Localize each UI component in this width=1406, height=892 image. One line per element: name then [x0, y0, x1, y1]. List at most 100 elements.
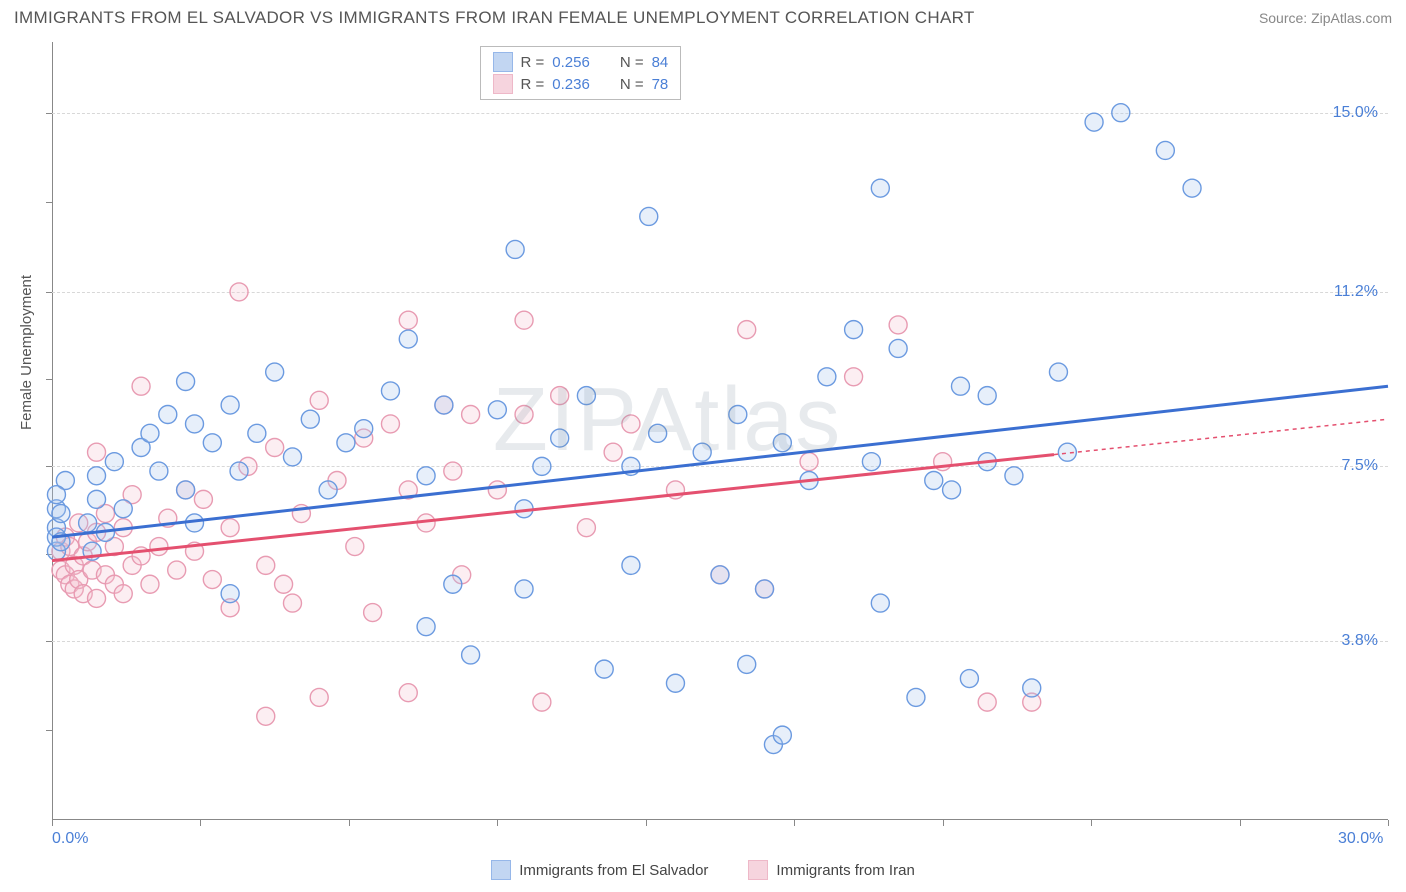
- data-point: [666, 674, 684, 692]
- data-point: [622, 415, 640, 433]
- legend-r-value: 0.236: [552, 76, 590, 93]
- data-point: [1005, 467, 1023, 485]
- data-point: [773, 726, 791, 744]
- x-tick-mark: [1240, 820, 1241, 826]
- x-tick-mark: [1388, 820, 1389, 826]
- y-tick-label: 3.8%: [1342, 632, 1378, 650]
- x-tick-mark: [646, 820, 647, 826]
- x-axis-max-label: 30.0%: [1338, 830, 1383, 848]
- x-tick-mark: [794, 820, 795, 826]
- data-point: [230, 462, 248, 480]
- data-point: [203, 571, 221, 589]
- legend-label-el-salvador: Immigrants from El Salvador: [519, 862, 708, 879]
- data-point: [488, 401, 506, 419]
- data-point: [577, 387, 595, 405]
- y-tick-label: 15.0%: [1333, 104, 1378, 122]
- data-point: [845, 321, 863, 339]
- data-point: [515, 405, 533, 423]
- legend-n-value: 84: [652, 54, 669, 71]
- data-point: [230, 283, 248, 301]
- chart-title: IMMIGRANTS FROM EL SALVADOR VS IMMIGRANT…: [14, 8, 975, 28]
- data-point: [640, 207, 658, 225]
- data-point: [444, 462, 462, 480]
- data-point: [818, 368, 836, 386]
- data-point: [693, 443, 711, 461]
- legend-r-value: 0.256: [552, 54, 590, 71]
- swatch-icon: [493, 52, 513, 72]
- data-point: [203, 434, 221, 452]
- data-point: [266, 363, 284, 381]
- legend-item-iran: Immigrants from Iran: [748, 860, 914, 880]
- x-axis-min-label: 0.0%: [52, 830, 88, 848]
- data-point: [283, 448, 301, 466]
- data-point: [577, 519, 595, 537]
- data-point: [435, 396, 453, 414]
- data-point: [52, 505, 70, 523]
- data-point: [266, 439, 284, 457]
- x-tick-mark: [349, 820, 350, 826]
- data-point: [221, 519, 239, 537]
- data-point: [381, 415, 399, 433]
- data-point: [551, 387, 569, 405]
- data-point: [310, 688, 328, 706]
- data-point: [417, 467, 435, 485]
- data-point: [515, 580, 533, 598]
- data-point: [462, 405, 480, 423]
- data-point: [47, 486, 65, 504]
- data-point: [399, 330, 417, 348]
- legend-item-el-salvador: Immigrants from El Salvador: [491, 860, 708, 880]
- legend-series: Immigrants from El Salvador Immigrants f…: [0, 860, 1406, 880]
- data-point: [1156, 141, 1174, 159]
- data-point: [773, 434, 791, 452]
- data-point: [79, 514, 97, 532]
- data-point: [399, 311, 417, 329]
- data-point: [319, 481, 337, 499]
- data-point: [417, 618, 435, 636]
- legend-n-value: 78: [652, 76, 669, 93]
- legend-correlation-box: R =0.256N =84R =0.236N =78: [480, 46, 682, 100]
- data-point: [221, 585, 239, 603]
- data-point: [649, 424, 667, 442]
- data-point: [257, 707, 275, 725]
- legend-n-label: N =: [620, 76, 644, 93]
- swatch-el-salvador: [491, 860, 511, 880]
- data-point: [515, 311, 533, 329]
- data-point: [729, 405, 747, 423]
- data-point: [800, 453, 818, 471]
- legend-correlation-row: R =0.256N =84: [493, 51, 669, 73]
- data-point: [1023, 679, 1041, 697]
- data-point: [862, 453, 880, 471]
- data-point: [275, 575, 293, 593]
- y-axis-label: Female Unemployment: [18, 275, 35, 430]
- data-point: [105, 453, 123, 471]
- data-point: [346, 538, 364, 556]
- data-point: [533, 457, 551, 475]
- data-point: [248, 424, 266, 442]
- data-point: [150, 538, 168, 556]
- data-point: [604, 443, 622, 461]
- data-point: [88, 589, 106, 607]
- data-point: [1049, 363, 1067, 381]
- data-point: [871, 594, 889, 612]
- swatch-icon: [493, 74, 513, 94]
- data-point: [381, 382, 399, 400]
- data-point: [462, 646, 480, 664]
- data-point: [364, 604, 382, 622]
- data-point: [177, 481, 195, 499]
- x-tick-mark: [52, 820, 53, 826]
- data-point: [159, 405, 177, 423]
- data-point: [889, 339, 907, 357]
- regression-line-extrapolated: [1054, 419, 1388, 454]
- data-point: [337, 434, 355, 452]
- data-point: [978, 693, 996, 711]
- data-point: [310, 391, 328, 409]
- data-point: [88, 490, 106, 508]
- data-point: [177, 372, 195, 390]
- data-point: [257, 556, 275, 574]
- data-point: [221, 396, 239, 414]
- data-point: [871, 179, 889, 197]
- legend-r-label: R =: [521, 54, 545, 71]
- scatter-svg: [52, 42, 1388, 820]
- legend-label-iran: Immigrants from Iran: [776, 862, 914, 879]
- data-point: [114, 585, 132, 603]
